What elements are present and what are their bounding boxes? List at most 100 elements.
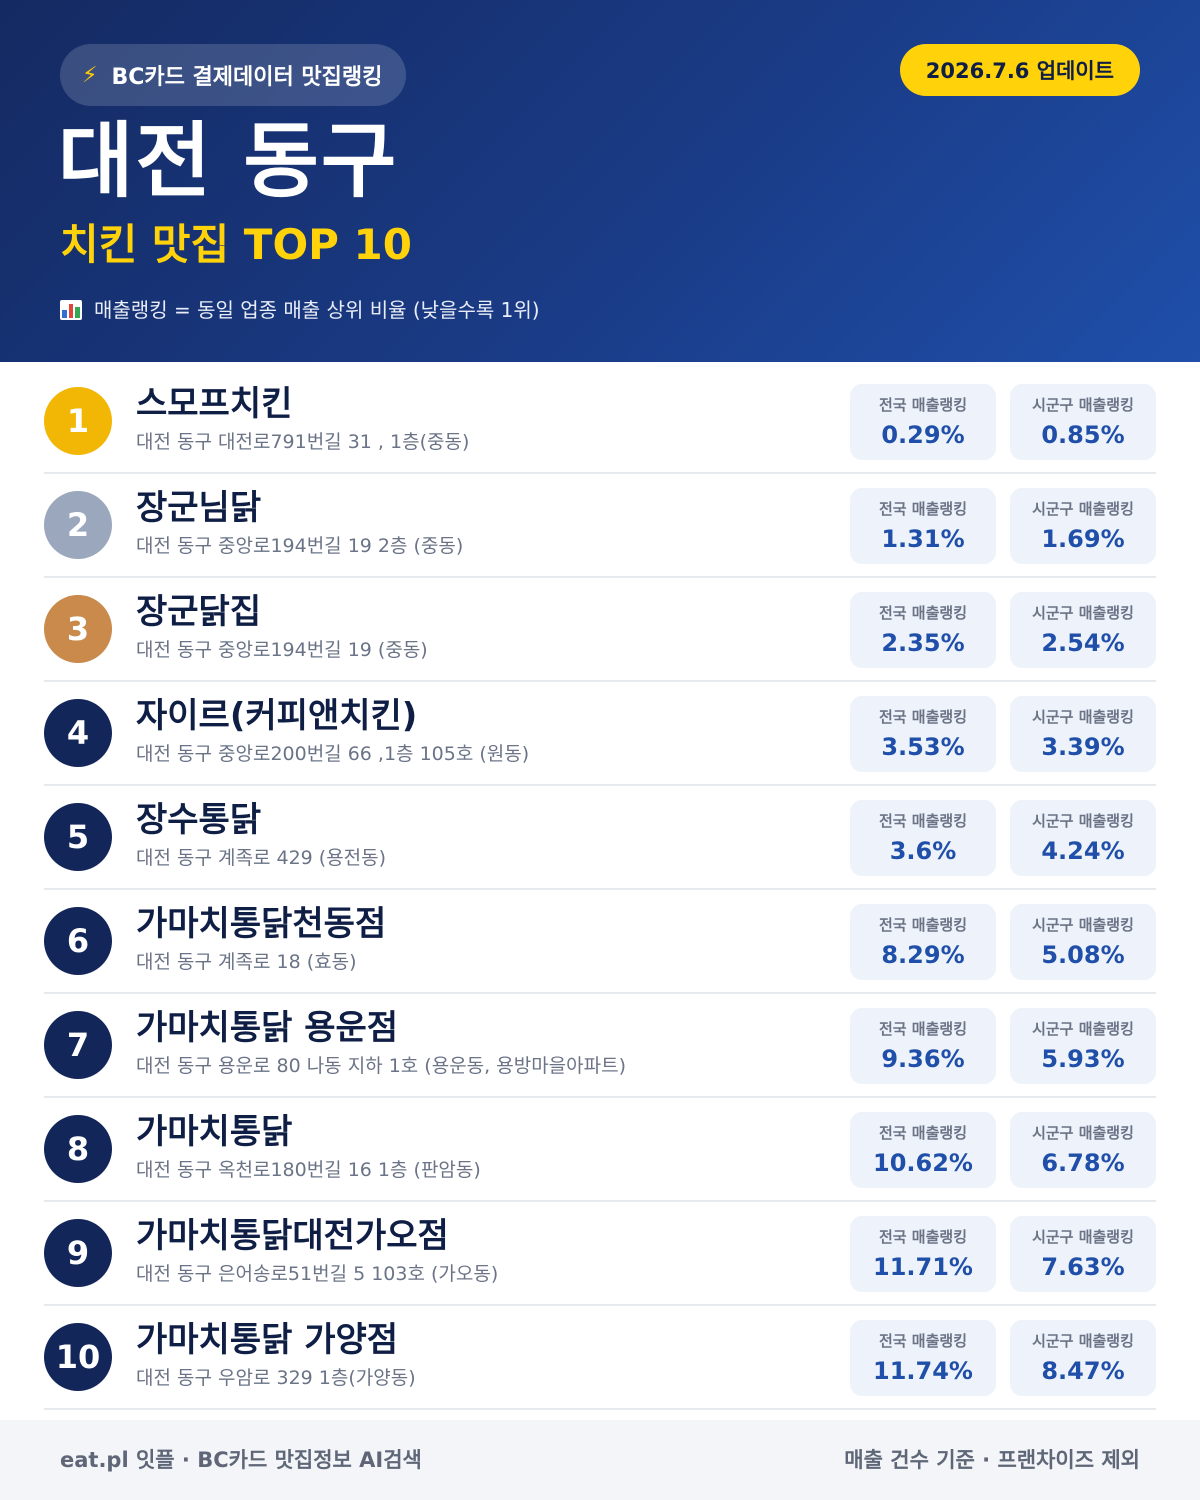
local-ranking-label: 시군구 매출랭킹: [1032, 396, 1134, 414]
restaurant-address: 대전 동구 중앙로194번길 19 (중동): [136, 639, 428, 661]
local-ranking-card: 시군구 매출랭킹 3.39%: [1010, 696, 1156, 772]
bar-chart-icon: [60, 300, 82, 320]
national-ranking-value: 3.53%: [881, 733, 965, 761]
restaurant-address: 대전 동구 대전로791번길 31 , 1층(중동): [136, 431, 470, 453]
national-ranking-card: 전국 매출랭킹 1.31%: [850, 488, 996, 564]
local-ranking-value: 7.63%: [1041, 1253, 1125, 1281]
restaurant-name: 장군님닭: [136, 488, 262, 528]
restaurant-name: 자이르(커피앤치킨): [136, 696, 418, 736]
national-ranking-card: 전국 매출랭킹 3.53%: [850, 696, 996, 772]
local-ranking-card: 시군구 매출랭킹 7.63%: [1010, 1216, 1156, 1292]
restaurant-name: 가마치통닭 가양점: [136, 1320, 399, 1360]
restaurant-address: 대전 동구 계족로 429 (용전동): [136, 847, 387, 869]
national-ranking-label: 전국 매출랭킹: [878, 500, 968, 518]
ranking-list: 1 스모프치킨 대전 동구 대전로791번길 31 , 1층(중동) 전국 매출랭킹 0…: [44, 370, 1156, 1410]
local-ranking-label: 시군구 매출랭킹: [1032, 812, 1134, 830]
national-ranking-label: 전국 매출랭킹: [878, 1020, 968, 1038]
local-ranking-value: 4.24%: [1041, 837, 1125, 865]
rank-badge: 5: [44, 803, 112, 871]
local-ranking-value: 1.69%: [1041, 525, 1125, 553]
local-ranking-card: 시군구 매출랭킹 5.93%: [1010, 1008, 1156, 1084]
list-item[interactable]: 6 가마치통닭천동점 대전 동구 계족로 18 (효동) 전국 매출랭킹 8.29% 시군…: [44, 890, 1156, 994]
national-ranking-value: 11.74%: [873, 1357, 973, 1385]
local-ranking-value: 6.78%: [1041, 1149, 1125, 1177]
rank-badge: 6: [44, 907, 112, 975]
local-ranking-value: 2.54%: [1041, 629, 1125, 657]
local-ranking-label: 시군구 매출랭킹: [1032, 916, 1134, 934]
national-ranking-value: 0.29%: [881, 421, 965, 449]
brand-badge: ⚡ BC카드 결제데이터 맛집랭킹: [60, 44, 407, 106]
local-ranking-label: 시군구 매출랭킹: [1032, 500, 1134, 518]
national-ranking-value: 1.31%: [881, 525, 965, 553]
national-ranking-card: 전국 매출랭킹 3.6%: [850, 800, 996, 876]
restaurant-name: 가마치통닭: [136, 1112, 293, 1152]
rank-badge: 9: [44, 1219, 112, 1287]
local-ranking-label: 시군구 매출랭킹: [1032, 708, 1134, 726]
national-ranking-label: 전국 매출랭킹: [878, 604, 968, 622]
rank-badge: 3: [44, 595, 112, 663]
local-ranking-value: 5.08%: [1041, 941, 1125, 969]
local-ranking-card: 시군구 매출랭킹 1.69%: [1010, 488, 1156, 564]
footer-note: 매출 건수 기준 · 프랜차이즈 제외: [844, 1448, 1140, 1472]
rank-badge: 8: [44, 1115, 112, 1183]
local-ranking-value: 5.93%: [1041, 1045, 1125, 1073]
restaurant-name: 가마치통닭 용운점: [136, 1008, 399, 1048]
local-ranking-value: 0.85%: [1041, 421, 1125, 449]
list-item[interactable]: 5 장수통닭 대전 동구 계족로 429 (용전동) 전국 매출랭킹 3.6% 시군구 매…: [44, 786, 1156, 890]
restaurant-address: 대전 동구 중앙로200번길 66 ,1층 105호 (원동): [136, 743, 530, 765]
national-ranking-value: 11.71%: [873, 1253, 973, 1281]
list-item[interactable]: 2 장군님닭 대전 동구 중앙로194번길 19 2층 (중동) 전국 매출랭킹 1.3…: [44, 474, 1156, 578]
national-ranking-value: 8.29%: [881, 941, 965, 969]
restaurant-address: 대전 동구 은어송로51번길 5 103호 (가오동): [136, 1263, 499, 1285]
local-ranking-card: 시군구 매출랭킹 2.54%: [1010, 592, 1156, 668]
national-ranking-label: 전국 매출랭킹: [878, 1228, 968, 1246]
national-ranking-label: 전국 매출랭킹: [878, 1332, 968, 1350]
brand-label: BC카드 결제데이터 맛집랭킹: [111, 65, 383, 90]
local-ranking-label: 시군구 매출랭킹: [1032, 1020, 1134, 1038]
national-ranking-card: 전국 매출랭킹 9.36%: [850, 1008, 996, 1084]
national-ranking-label: 전국 매출랭킹: [878, 1124, 968, 1142]
local-ranking-card: 시군구 매출랭킹 0.85%: [1010, 384, 1156, 460]
legend-text: 매출랭킹 = 동일 업종 매출 상위 비율 (낮을수록 1위): [94, 298, 540, 322]
list-item[interactable]: 4 자이르(커피앤치킨) 대전 동구 중앙로200번길 66 ,1층 105호 (원…: [44, 682, 1156, 786]
restaurant-name: 장군닭집: [136, 592, 262, 632]
national-ranking-value: 2.35%: [881, 629, 965, 657]
rank-badge: 10: [44, 1323, 112, 1391]
restaurant-address: 대전 동구 옥천로180번길 16 1층 (판암동): [136, 1159, 481, 1181]
national-ranking-label: 전국 매출랭킹: [878, 708, 968, 726]
header-banner: ⚡ BC카드 결제데이터 맛집랭킹 2026.7.6 업데이트 대전 동구 치킨…: [0, 0, 1200, 362]
local-ranking-label: 시군구 매출랭킹: [1032, 1124, 1134, 1142]
restaurant-address: 대전 동구 용운로 80 나동 지하 1호 (용운동, 용방마을아파트): [136, 1055, 627, 1077]
restaurant-name: 가마치통닭대전가오점: [136, 1216, 449, 1256]
rank-badge: 4: [44, 699, 112, 767]
local-ranking-label: 시군구 매출랭킹: [1032, 1332, 1134, 1350]
update-date-badge: 2026.7.6 업데이트: [899, 44, 1140, 96]
restaurant-name: 가마치통닭천동점: [136, 904, 387, 944]
restaurant-address: 대전 동구 계족로 18 (효동): [136, 951, 357, 973]
national-ranking-value: 3.6%: [889, 837, 957, 865]
restaurant-address: 대전 동구 우암로 329 1층(가양동): [136, 1367, 416, 1389]
page-subtitle: 치킨 맛집 TOP 10: [60, 220, 413, 269]
restaurant-address: 대전 동구 중앙로194번길 19 2층 (중동): [136, 535, 464, 557]
local-ranking-card: 시군구 매출랭킹 8.47%: [1010, 1320, 1156, 1396]
local-ranking-label: 시군구 매출랭킹: [1032, 604, 1134, 622]
national-ranking-card: 전국 매출랭킹 2.35%: [850, 592, 996, 668]
national-ranking-card: 전국 매출랭킹 11.71%: [850, 1216, 996, 1292]
local-ranking-label: 시군구 매출랭킹: [1032, 1228, 1134, 1246]
footer-source: eat.pl 잇플 · BC카드 맛집정보 AI검색: [60, 1448, 422, 1472]
rank-badge: 1: [44, 387, 112, 455]
national-ranking-card: 전국 매출랭킹 11.74%: [850, 1320, 996, 1396]
national-ranking-card: 전국 매출랭킹 0.29%: [850, 384, 996, 460]
ranking-legend: 매출랭킹 = 동일 업종 매출 상위 비율 (낮을수록 1위): [60, 294, 540, 326]
restaurant-name: 스모프치킨: [136, 384, 293, 424]
national-ranking-label: 전국 매출랭킹: [878, 812, 968, 830]
lightning-icon: ⚡: [82, 62, 98, 88]
list-item[interactable]: 7 가마치통닭 용운점 대전 동구 용운로 80 나동 지하 1호 (용운동, 용방…: [44, 994, 1156, 1098]
national-ranking-value: 10.62%: [873, 1149, 973, 1177]
local-ranking-card: 시군구 매출랭킹 5.08%: [1010, 904, 1156, 980]
